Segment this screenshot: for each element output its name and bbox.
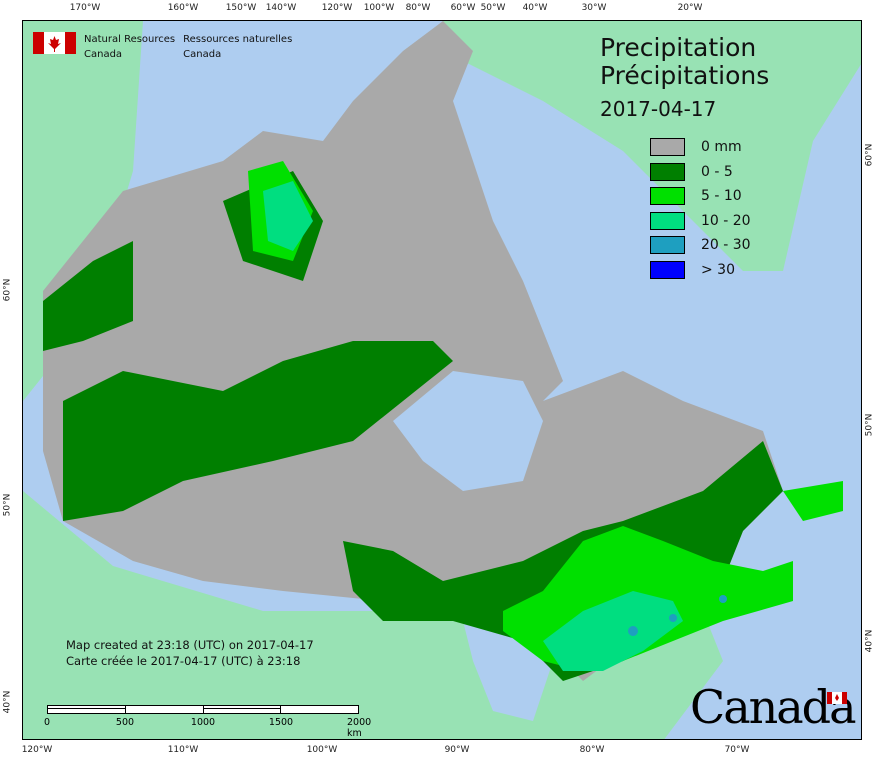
agency-en-line1: Natural Resources bbox=[84, 34, 176, 45]
precip-zone-0-5 bbox=[63, 341, 453, 521]
bottom-lon-label: 90°W bbox=[444, 745, 470, 755]
scale-bar: 0 500 1000 1500 2000 km bbox=[43, 705, 371, 739]
top-lon-label: 100°W bbox=[363, 3, 395, 13]
map-title: Precipitation Précipitations 2017-04-17 bbox=[600, 34, 769, 124]
legend-label: 0 - 5 bbox=[701, 163, 733, 180]
top-lon-label: 170°W bbox=[69, 3, 101, 13]
map-canvas[interactable] bbox=[22, 20, 862, 740]
title-en: Precipitation bbox=[600, 33, 757, 62]
precip-zone-10-20 bbox=[263, 181, 313, 251]
legend-item: 0 - 5 bbox=[650, 160, 751, 185]
top-lon-label: 150°W bbox=[225, 3, 257, 13]
bottom-lon-label: 80°W bbox=[579, 745, 605, 755]
legend-swatch bbox=[650, 211, 685, 230]
legend-label: 10 - 20 bbox=[701, 212, 751, 229]
precip-zone-20-30 bbox=[719, 595, 727, 603]
wordmark-text: Canada bbox=[690, 680, 857, 734]
agency-name-fr: Ressources naturelles Canada bbox=[183, 32, 292, 62]
legend-label: 20 - 30 bbox=[701, 237, 751, 254]
precip-zone-10-20 bbox=[543, 591, 683, 671]
agency-name-en: Natural Resources Canada bbox=[84, 32, 175, 62]
left-lat-label: 50°N bbox=[2, 493, 13, 517]
scale-label: 1500 bbox=[268, 717, 294, 728]
legend-item: 10 - 20 bbox=[650, 209, 751, 234]
scale-label: 1000 bbox=[190, 717, 216, 728]
top-lon-label: 50°W bbox=[480, 3, 506, 13]
legend-item: 5 - 10 bbox=[650, 184, 751, 209]
precip-zone-20-30 bbox=[669, 614, 677, 622]
title-date: 2017-04-17 bbox=[600, 97, 717, 121]
top-lon-label: 60°W bbox=[450, 3, 476, 13]
legend-item: > 30 bbox=[650, 258, 751, 283]
top-lon-label: 140°W bbox=[265, 3, 297, 13]
nrcan-signature: Natural Resources Canada Ressources natu… bbox=[33, 32, 292, 62]
legend-label: > 30 bbox=[701, 261, 735, 278]
top-lon-label: 20°W bbox=[677, 3, 703, 13]
left-lat-label: 60°N bbox=[2, 278, 13, 302]
left-lat-label: 40°N bbox=[2, 690, 13, 714]
right-lat-label: 50°N bbox=[864, 413, 875, 437]
legend-label: 0 mm bbox=[701, 139, 742, 156]
legend-swatch bbox=[650, 236, 685, 255]
legend-swatch bbox=[650, 162, 685, 181]
map-credits: Map created at 23:18 (UTC) on 2017-04-17… bbox=[66, 637, 314, 669]
legend-item: 0 mm bbox=[650, 135, 751, 160]
top-lon-label: 80°W bbox=[405, 3, 431, 13]
credits-en: Map created at 23:18 (UTC) on 2017-04-17 bbox=[66, 638, 314, 652]
scale-label: 500 bbox=[115, 717, 135, 728]
agency-en-line2: Canada bbox=[84, 49, 123, 60]
legend-item: 20 - 30 bbox=[650, 233, 751, 258]
legend: 0 mm 0 - 5 5 - 10 10 - 20 20 - 30 > 30 bbox=[650, 135, 751, 282]
credits-fr: Carte créée le 2017-04-17 (UTC) à 23:18 bbox=[66, 654, 301, 668]
top-lon-label: 120°W bbox=[321, 3, 353, 13]
title-fr: Précipitations bbox=[600, 61, 770, 90]
legend-swatch bbox=[650, 260, 685, 279]
precip-zone-0-5 bbox=[43, 241, 133, 351]
legend-swatch bbox=[650, 138, 685, 157]
canada-wordmark: Canada bbox=[690, 680, 857, 734]
top-lon-label: 40°W bbox=[522, 3, 548, 13]
top-lon-label: 160°W bbox=[167, 3, 199, 13]
bottom-lon-label: 110°W bbox=[167, 745, 199, 755]
top-lon-label: 30°W bbox=[581, 3, 607, 13]
bottom-lon-label: 120°W bbox=[21, 745, 53, 755]
precip-zone-5-10 bbox=[783, 481, 843, 521]
bottom-lon-label: 70°W bbox=[724, 745, 750, 755]
wordmark-flag-icon bbox=[827, 692, 847, 704]
hudson-bay bbox=[393, 371, 543, 491]
scale-label: 2000 km bbox=[347, 717, 372, 739]
canada-flag-icon bbox=[33, 32, 76, 54]
right-lat-label: 60°N bbox=[864, 143, 875, 167]
map-svg bbox=[23, 21, 861, 739]
legend-label: 5 - 10 bbox=[701, 188, 742, 205]
legend-swatch bbox=[650, 187, 685, 206]
scale-label: 0 bbox=[43, 717, 51, 728]
usa-land bbox=[23, 491, 723, 739]
agency-fr-line2: Canada bbox=[183, 49, 222, 60]
right-lat-label: 40°N bbox=[864, 629, 875, 653]
precip-zone-20-30 bbox=[628, 626, 638, 636]
bottom-lon-label: 100°W bbox=[306, 745, 338, 755]
agency-fr-line1: Ressources naturelles bbox=[183, 34, 293, 45]
